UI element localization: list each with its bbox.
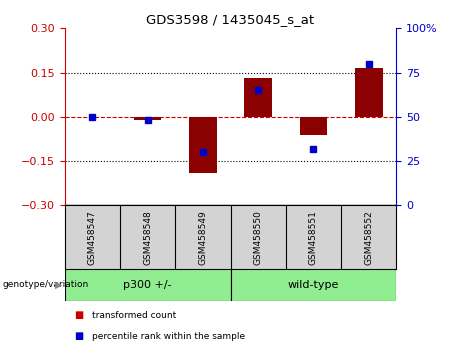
Text: GSM458551: GSM458551: [309, 210, 318, 265]
Text: p300 +/-: p300 +/-: [123, 280, 172, 290]
Text: genotype/variation: genotype/variation: [2, 280, 89, 290]
Bar: [300, 117, 327, 135]
Text: wild-type: wild-type: [288, 280, 339, 290]
Bar: [230, 269, 396, 301]
Text: ▶: ▶: [55, 280, 62, 290]
Text: ■: ■: [74, 310, 83, 320]
Text: transformed count: transformed count: [92, 310, 177, 320]
Bar: [65, 269, 230, 301]
Bar: [244, 79, 272, 117]
Text: GSM458550: GSM458550: [254, 210, 263, 265]
Bar: [134, 117, 161, 120]
Text: GSM458548: GSM458548: [143, 210, 152, 264]
Text: GSM458552: GSM458552: [364, 210, 373, 264]
Text: ■: ■: [74, 331, 83, 341]
Text: GSM458547: GSM458547: [88, 210, 97, 264]
Bar: [355, 68, 383, 117]
Bar: [189, 117, 217, 173]
Title: GDS3598 / 1435045_s_at: GDS3598 / 1435045_s_at: [147, 13, 314, 26]
Text: percentile rank within the sample: percentile rank within the sample: [92, 332, 245, 341]
Text: GSM458549: GSM458549: [198, 210, 207, 264]
